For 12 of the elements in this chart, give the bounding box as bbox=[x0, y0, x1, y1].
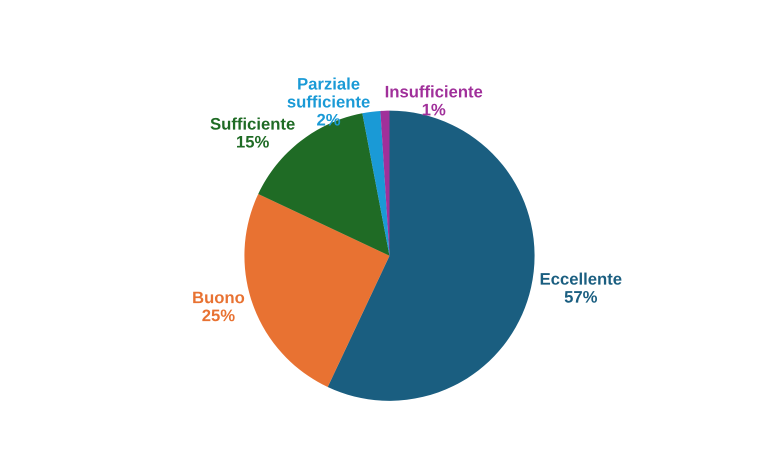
slice-label: Insufficiente bbox=[386, 85, 482, 98]
data-label: 1% bbox=[422, 104, 446, 116]
data-label: 25% bbox=[202, 309, 235, 322]
data-label: 2% bbox=[317, 114, 340, 126]
slice-label: Parziale sufficiente bbox=[287, 77, 370, 108]
data-label: 57% bbox=[564, 290, 598, 303]
pie-slice bbox=[362, 110, 390, 256]
slice-label: Sufficiente bbox=[210, 117, 295, 130]
data-label: 15% bbox=[237, 136, 269, 148]
slice-label: Buono bbox=[193, 292, 244, 304]
pie-slice bbox=[244, 194, 390, 388]
slice-label: Eccellente bbox=[540, 272, 622, 285]
